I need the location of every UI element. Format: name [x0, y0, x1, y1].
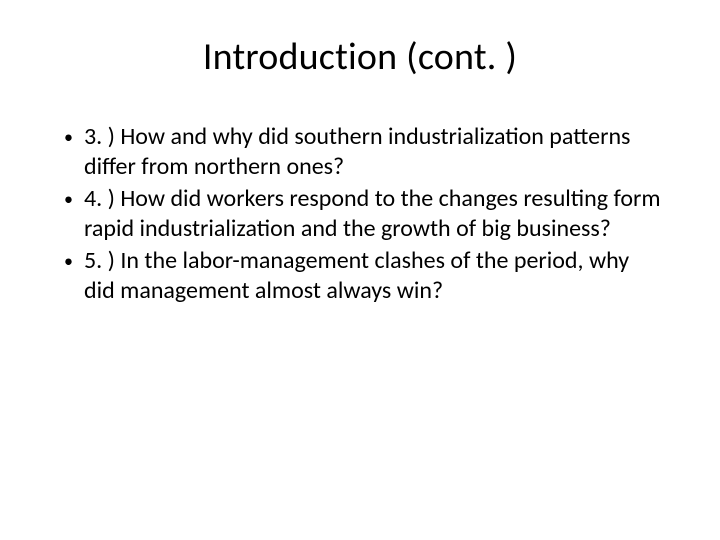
bullet-marker-icon: •: [62, 122, 84, 152]
slide-title: Introduction (cont. ): [48, 34, 672, 80]
list-item: • 5. ) In the labor-management clashes o…: [62, 246, 662, 306]
list-item: • 4. ) How did workers respond to the ch…: [62, 184, 662, 244]
bullet-list: • 3. ) How and why did southern industri…: [48, 122, 672, 306]
list-item: • 3. ) How and why did southern industri…: [62, 122, 662, 182]
slide-container: Introduction (cont. ) • 3. ) How and why…: [0, 0, 720, 540]
bullet-marker-icon: •: [62, 246, 84, 276]
bullet-text: 4. ) How did workers respond to the chan…: [84, 184, 662, 244]
bullet-text: 5. ) In the labor-management clashes of …: [84, 246, 662, 306]
bullet-marker-icon: •: [62, 184, 84, 214]
bullet-text: 3. ) How and why did southern industrial…: [84, 122, 662, 182]
